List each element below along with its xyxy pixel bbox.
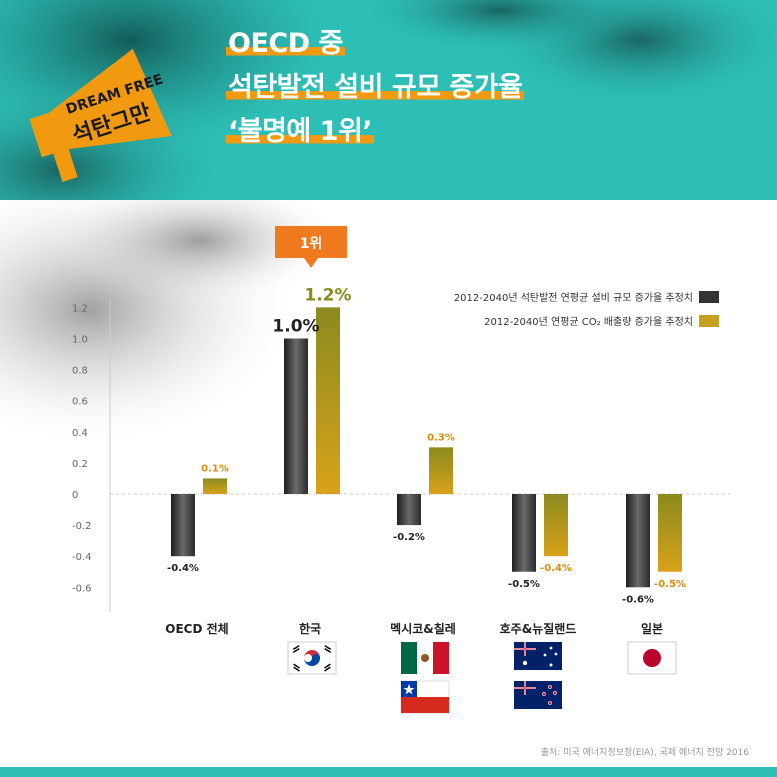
- rank-badge-label: 1위: [300, 236, 323, 252]
- header-banner: DREAM FREE 석탄그만 OECD 중 석탄발전 설비 규모 증가율 ‘불…: [0, 0, 777, 200]
- title-line-1: OECD 중: [226, 28, 345, 59]
- co2-bar-2: [429, 447, 453, 494]
- legend-swatch-0: [699, 291, 719, 303]
- capacity-bar-2: [397, 494, 421, 526]
- y-tick-label: 1.0: [72, 335, 88, 346]
- capacity-value-label-0: -0.4%: [167, 563, 199, 574]
- y-tick-label: -0.6: [72, 583, 92, 594]
- y-tick-label: 0.2: [72, 459, 88, 470]
- capacity-value-label-1: 1.0%: [272, 317, 319, 337]
- smoke-shadow: [60, 200, 340, 300]
- co2-value-label-2: 0.3%: [427, 432, 455, 443]
- y-tick-label: -0.4: [72, 552, 92, 563]
- co2-bar-0: [203, 478, 227, 494]
- category-label-3: 호주&뉴질랜드: [499, 622, 577, 636]
- y-tick-label: 0.8: [72, 366, 88, 377]
- co2-bar-3: [544, 494, 568, 557]
- dream-free-logo: DREAM FREE 석탄그만: [29, 48, 172, 183]
- co2-value-label-0: 0.1%: [201, 463, 229, 474]
- category-label-1: 한국: [298, 622, 322, 636]
- capacity-value-label-4: -0.6%: [622, 594, 654, 605]
- category-label-4: 일본: [640, 622, 664, 636]
- rank-badge: 1위: [275, 226, 347, 268]
- title-line-2: 석탄발전 설비 규모 증가율: [226, 72, 525, 103]
- title-line-3: ‘불명예 1위’: [226, 116, 375, 147]
- capacity-bar-1: [284, 338, 308, 494]
- rank-badge-bg: [275, 226, 347, 268]
- y-tick-label: 0: [72, 490, 78, 501]
- y-tick-label: 0.4: [72, 428, 88, 439]
- capacity-value-label-2: -0.2%: [393, 532, 425, 543]
- capacity-value-label-3: -0.5%: [508, 579, 540, 590]
- legend: 2012-2040년 석탄발전 연평균 설비 규모 증가율 추정치 2012-20…: [454, 291, 719, 328]
- legend-label-1: 2012-2040년 연평균 CO₂ 배출량 증가율 추정치: [484, 316, 693, 328]
- legend-label-0: 2012-2040년 석탄발전 연평균 설비 규모 증가율 추정치: [454, 292, 693, 304]
- category-label-2: 멕시코&칠레: [390, 622, 456, 636]
- data-labels-group: -0.4%1.0%-0.2%-0.5%-0.6%0.1%1.2%0.3%-0.4…: [167, 285, 686, 605]
- legend-swatch-1: [699, 315, 719, 327]
- co2-bar-1: [316, 307, 340, 494]
- source-note: 출처: 미국 에너지정보청(EIA), 국제 에너지 전망 2016: [540, 748, 749, 758]
- co2-value-label-1: 1.2%: [304, 285, 351, 305]
- bars-group: [171, 307, 682, 588]
- category-label-0: OECD 전체: [165, 622, 229, 636]
- footer-bar: [0, 767, 777, 777]
- y-tick-label: 0.6: [72, 397, 88, 408]
- co2-value-label-4: -0.5%: [654, 579, 686, 590]
- capacity-bar-3: [512, 494, 536, 572]
- bar-chart: 1.2 1.0 0.8 0.6 0.4 0.2 0 -0.2 -0.4 -0.6 -0.4% 1.0…: [0, 200, 730, 612]
- y-tick-label: 1.2: [72, 303, 88, 314]
- co2-value-label-3: -0.4%: [540, 563, 572, 574]
- page-title: OECD 중 석탄발전 설비 규모 증가율 ‘불명예 1위’: [226, 22, 525, 154]
- y-tick-label: -0.2: [72, 521, 92, 532]
- capacity-bar-0: [171, 494, 195, 557]
- capacity-bar-4: [626, 494, 650, 588]
- co2-bar-4: [658, 494, 682, 572]
